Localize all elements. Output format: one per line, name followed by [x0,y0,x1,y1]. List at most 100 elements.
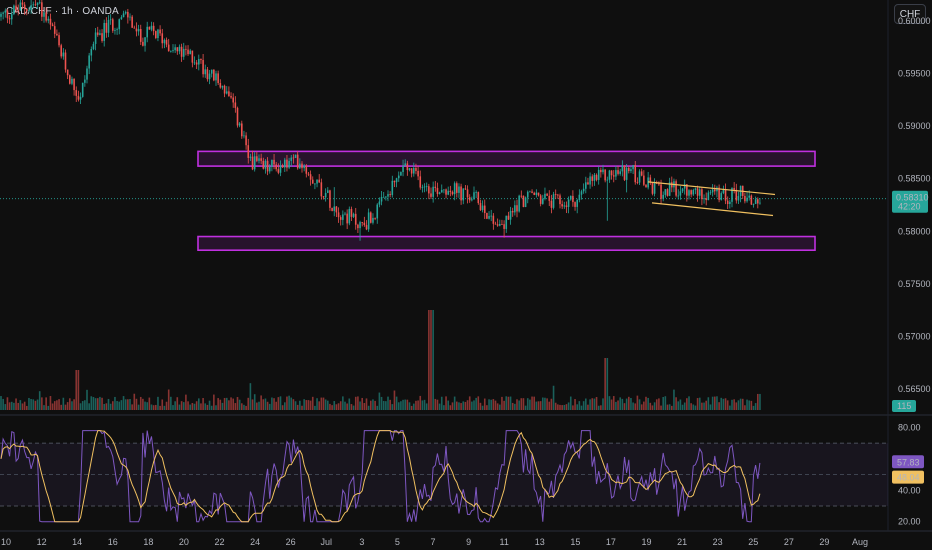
candle-body [101,33,103,41]
candle-body [408,168,411,171]
volume-bar [247,397,250,410]
candle-body [415,167,417,171]
volume-bar [617,400,619,410]
candle-body [400,172,402,176]
volume-bar [664,396,667,410]
volume-bar [701,402,703,410]
volume-bar [260,395,262,410]
volume-bar [395,396,398,410]
candle-body [161,33,164,44]
candle-body [178,46,181,52]
volume-bar [15,398,17,410]
volume-bar [567,402,570,410]
volume-bar [679,399,682,410]
time-tick-label: 13 [535,537,545,547]
volume-bar [198,398,200,410]
volume-bar [739,398,742,410]
volume-bar [741,398,744,410]
candle-body [277,169,280,173]
candle-body [311,179,314,184]
rsi-ma-badge [892,470,924,484]
volume-bar [724,398,727,410]
candle-body [241,123,243,137]
volume-bar [651,405,654,410]
volume-bar [301,405,303,410]
candle-body [43,12,45,17]
candle-body [385,196,387,198]
candle-body [219,83,222,88]
candle-body [114,29,116,31]
volume-bar [30,399,32,410]
zone-rect [197,235,816,252]
volume-bar [81,401,84,410]
volume-bar [511,402,514,410]
candle-body [133,27,136,29]
volume-bar [137,404,140,410]
volume-bar [615,401,617,410]
time-tick-label: 14 [72,537,82,547]
volume-bar [460,403,462,410]
candle-body [359,222,361,229]
candle-body [2,12,4,14]
volume-bar [374,400,376,410]
volume-bar [286,396,288,410]
volume-bar [161,399,164,410]
candle-body [578,194,581,200]
volume-bar [296,404,299,410]
candle-body [81,82,84,97]
volume-bar [464,401,467,410]
volume-bar [210,405,213,410]
volume-bar [370,400,372,410]
candle-body [389,194,391,195]
price-tick-label: 0.59000 [898,121,931,131]
volume-bar [705,400,707,410]
candle-body [666,189,669,196]
candle-body [711,189,714,193]
volume-bar [352,405,355,410]
candle-body [393,180,396,183]
volume-bar [649,402,652,410]
candle-body [479,203,482,211]
candle-body [662,194,664,199]
wedge-line [651,202,774,217]
volume-bar [60,404,62,410]
candle-body [84,79,86,83]
volume-bar [101,397,103,410]
candle-body [99,33,101,35]
candle-body [395,178,398,183]
candle-body [127,11,129,18]
volume-bar [152,405,155,410]
candle-body [26,8,28,11]
volume-bar [47,405,50,410]
candle-body [698,189,701,196]
candle-body [202,60,204,75]
currency-button[interactable]: CHF [894,4,926,24]
candle-body [707,192,710,201]
candle-body [159,29,161,34]
volume-bar [576,404,578,410]
volume-bar [118,401,121,410]
volume-bar [219,399,222,410]
volume-bar [529,399,531,410]
volume-bar [645,396,647,410]
volume-bar [630,398,632,410]
candle-body [709,192,712,194]
volume-bar [213,394,215,410]
candle-body [565,205,568,207]
time-tick-label: 19 [641,537,651,547]
candle-body [748,195,750,198]
candle-body [191,50,194,63]
volume-bar [413,403,415,410]
candle-body [587,182,589,185]
candle-body [634,164,637,183]
volume-bar [531,396,533,410]
volume-bar [372,399,374,410]
volume-bar [557,404,559,410]
candle-body [423,186,426,188]
volume-bar [533,396,535,410]
candle-body [440,189,443,193]
candle-body [124,11,127,14]
volume-bar [643,401,645,410]
volume-bar [264,398,267,410]
